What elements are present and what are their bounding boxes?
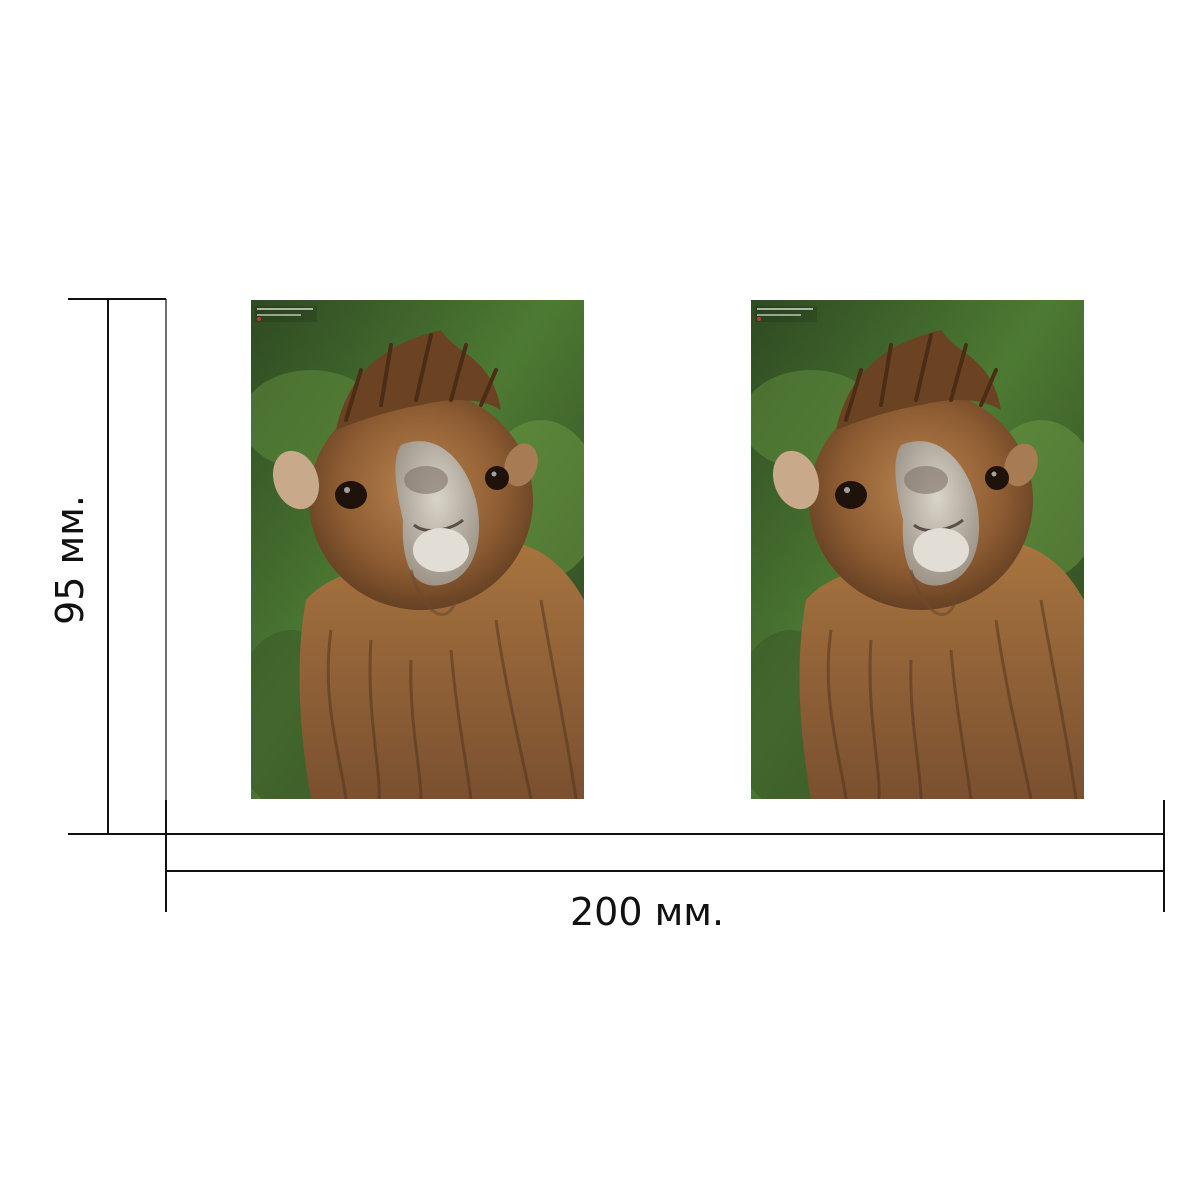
- camel-photo-right: [751, 300, 1084, 799]
- photographer-watermark-icon: [755, 306, 817, 322]
- photographer-watermark-icon: [255, 306, 317, 322]
- width-dimension-label: 200 мм.: [570, 890, 725, 934]
- camel-image: [251, 300, 584, 799]
- camel-image: [751, 300, 1084, 799]
- camel-photo-left: [251, 300, 584, 799]
- height-dimension-label: 95 мм.: [48, 495, 92, 625]
